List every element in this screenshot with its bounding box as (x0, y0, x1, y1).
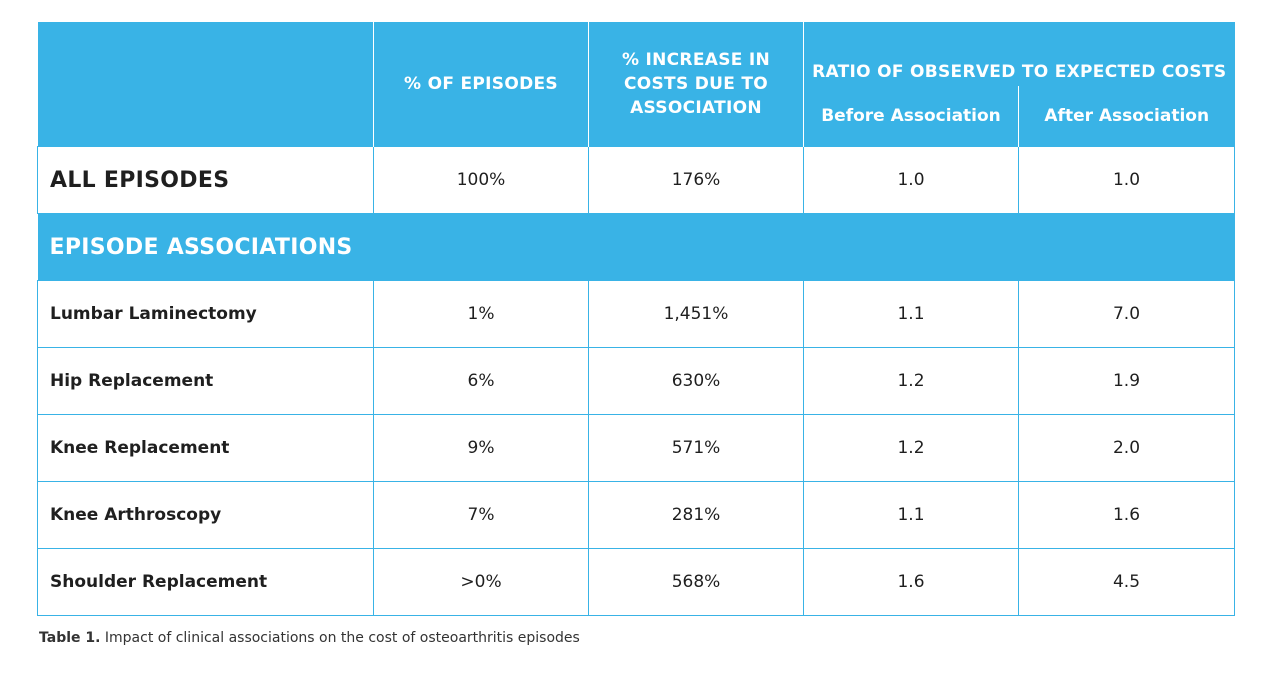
cell-episodes: 7% (373, 481, 589, 549)
section-label: EPISODE ASSOCIATIONS (37, 213, 1235, 281)
cell-before: 1.2 (803, 414, 1019, 482)
cell-episodes: 6% (373, 347, 589, 415)
cell-increase: 176% (588, 146, 804, 214)
cell-increase: 1,451% (588, 280, 804, 348)
header-ratio-group: RATIO OF OBSERVED TO EXPECTED COSTS (803, 22, 1235, 86)
osteoarthritis-cost-table-container: % OF EPISODES % INCREASE IN COSTS DUE TO… (37, 22, 1235, 616)
cell-episodes: 9% (373, 414, 589, 482)
cell-episodes: >0% (373, 548, 589, 616)
table-caption: Table 1. Impact of clinical associations… (39, 630, 580, 646)
cell-after: 1.9 (1018, 347, 1235, 415)
cell-before: 1.1 (803, 280, 1019, 348)
caption-text: Impact of clinical associations on the c… (100, 630, 580, 646)
row-label: ALL EPISODES (37, 146, 374, 214)
header-after-association: After Association (1018, 86, 1235, 147)
cell-episodes: 1% (373, 280, 589, 348)
table-row: Shoulder Replacement >0% 568% 1.6 4.5 (37, 548, 1235, 616)
table-row: Knee Arthroscopy 7% 281% 1.1 1.6 (37, 481, 1235, 549)
header-increase: % INCREASE IN COSTS DUE TO ASSOCIATION (588, 22, 804, 147)
row-label: Knee Replacement (37, 414, 374, 482)
caption-label: Table 1. (39, 630, 101, 646)
table-row-all-episodes: ALL EPISODES 100% 176% 1.0 1.0 (37, 146, 1235, 214)
cell-after: 4.5 (1018, 548, 1235, 616)
header-before-association: Before Association (803, 86, 1019, 147)
cell-before: 1.0 (803, 146, 1019, 214)
table-row: Lumbar Laminectomy 1% 1,451% 1.1 7.0 (37, 280, 1235, 348)
header-episodes: % OF EPISODES (373, 22, 589, 147)
cell-increase: 571% (588, 414, 804, 482)
table-body: ALL EPISODES 100% 176% 1.0 1.0 EPISODE A… (37, 146, 1235, 616)
cell-increase: 630% (588, 347, 804, 415)
row-label: Shoulder Replacement (37, 548, 374, 616)
header-empty-cell (37, 22, 374, 147)
cell-before: 1.2 (803, 347, 1019, 415)
osteoarthritis-cost-table: % OF EPISODES % INCREASE IN COSTS DUE TO… (37, 22, 1235, 616)
cell-after: 1.6 (1018, 481, 1235, 549)
header-increase-label: % INCREASE IN COSTS DUE TO ASSOCIATION (621, 50, 771, 118)
table-row: Knee Replacement 9% 571% 1.2 2.0 (37, 414, 1235, 482)
cell-before: 1.1 (803, 481, 1019, 549)
table-header: % OF EPISODES % INCREASE IN COSTS DUE TO… (37, 22, 1235, 147)
cell-increase: 568% (588, 548, 804, 616)
cell-after: 7.0 (1018, 280, 1235, 348)
row-label: Knee Arthroscopy (37, 481, 374, 549)
table-row: Hip Replacement 6% 630% 1.2 1.9 (37, 347, 1235, 415)
section-row-episode-associations: EPISODE ASSOCIATIONS (37, 213, 1235, 281)
cell-after: 2.0 (1018, 414, 1235, 482)
cell-increase: 281% (588, 481, 804, 549)
cell-episodes: 100% (373, 146, 589, 214)
cell-before: 1.6 (803, 548, 1019, 616)
row-label: Lumbar Laminectomy (37, 280, 374, 348)
cell-after: 1.0 (1018, 146, 1235, 214)
row-label: Hip Replacement (37, 347, 374, 415)
